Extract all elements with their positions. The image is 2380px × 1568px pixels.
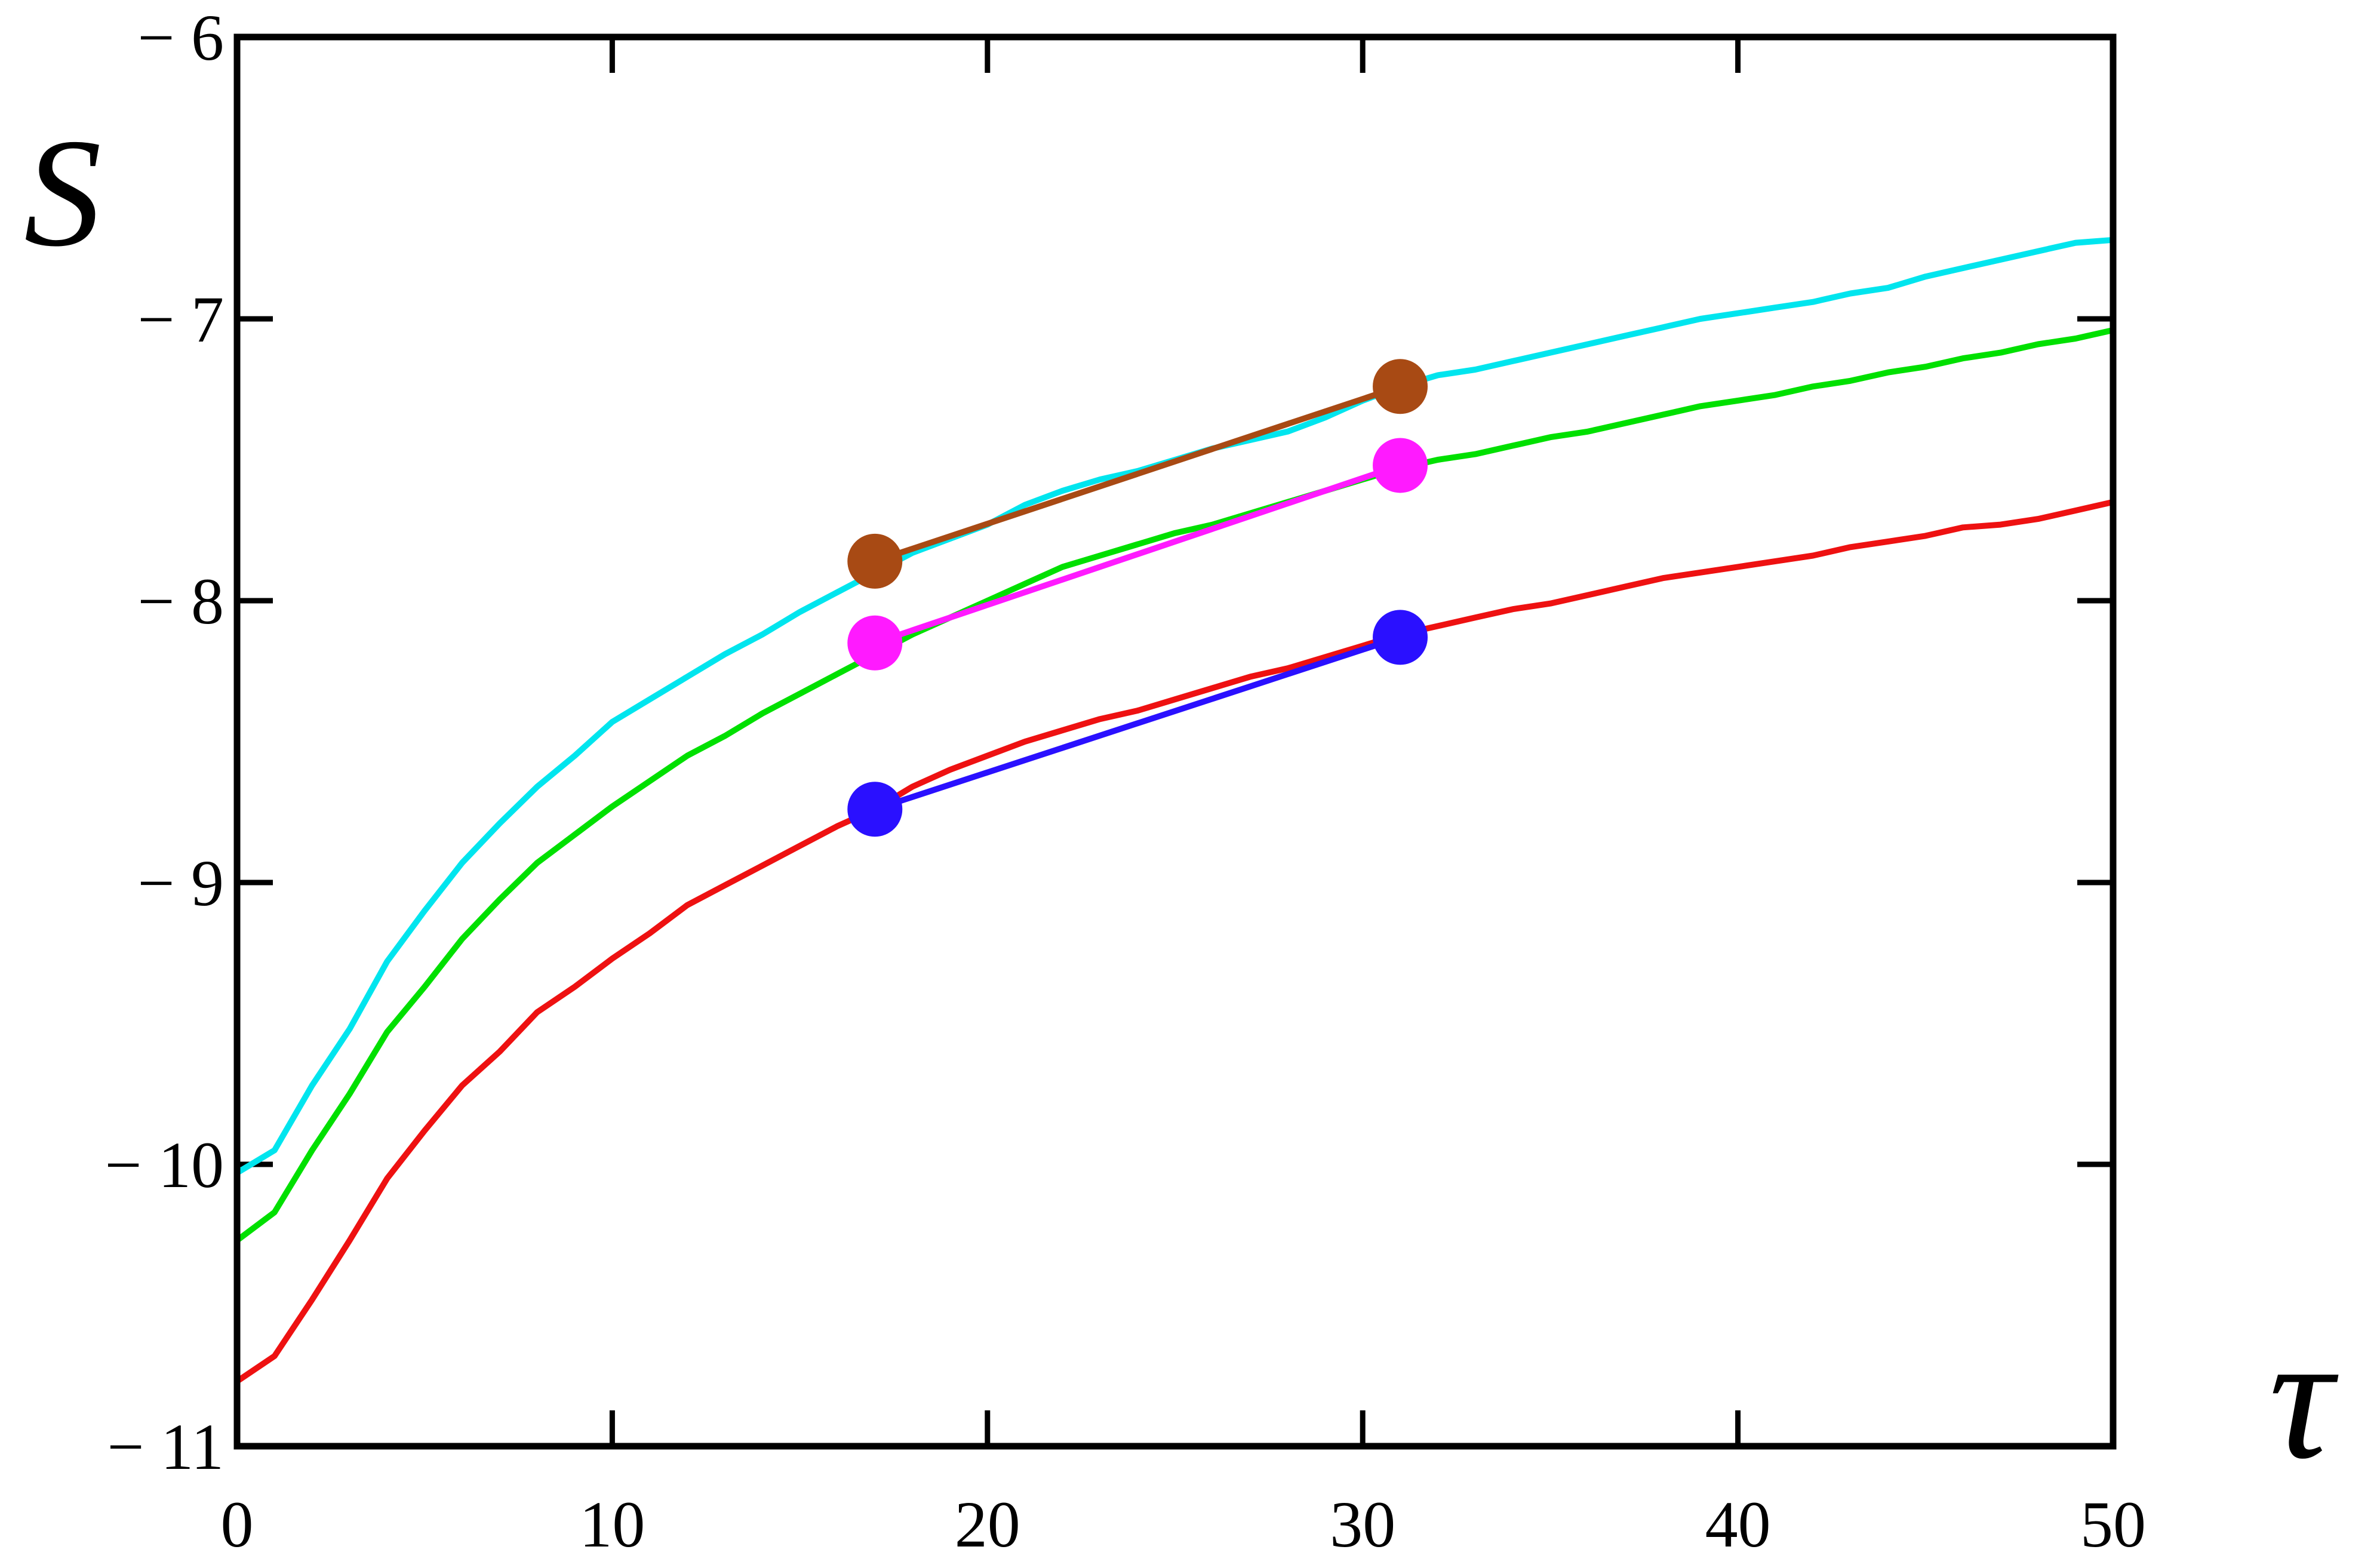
- x-tick-label: 30: [1330, 1488, 1395, 1561]
- x-tick-label: 20: [955, 1488, 1020, 1561]
- fit-segments-layer: [847, 359, 1428, 837]
- fit-segment-2: [874, 462, 1401, 646]
- y-tick-label: − 11: [107, 1410, 224, 1483]
- y-tick-label: − 6: [137, 1, 224, 74]
- x-axis-label: τ: [2269, 1298, 2339, 1496]
- y-tick-label: − 7: [137, 283, 224, 356]
- series-line-2: [235, 327, 2114, 1243]
- fit-endpoint-marker: [847, 782, 903, 837]
- x-tick-label: 0: [221, 1488, 254, 1561]
- series-layer: [235, 236, 2114, 1384]
- axis-ticks: [234, 34, 2116, 1449]
- fit-endpoint-marker: [1373, 359, 1428, 414]
- plot-frame: [233, 33, 2117, 1450]
- tick-labels: 0 10 20 30 40 50 − 11 − 10 − 9 − 8 − 7 − 6: [104, 1, 2146, 1561]
- y-axis-label: S: [24, 107, 102, 279]
- fit-endpoint-marker: [1373, 610, 1428, 665]
- fit-endpoint-marker: [1373, 438, 1428, 493]
- y-tick-label: − 10: [104, 1129, 224, 1201]
- fit-endpoint-marker: [847, 615, 903, 671]
- x-tick-label: 40: [1705, 1488, 1771, 1561]
- fit-segment-3: [874, 634, 1401, 813]
- x-tick-label: 10: [579, 1488, 645, 1561]
- y-tick-label: − 8: [137, 565, 224, 638]
- fit-segment-1: [874, 383, 1401, 564]
- y-tick-label: − 9: [137, 847, 224, 920]
- x-tick-label: 50: [2080, 1488, 2146, 1561]
- fit-endpoint-marker: [847, 533, 903, 589]
- series-line-3: [235, 499, 2114, 1384]
